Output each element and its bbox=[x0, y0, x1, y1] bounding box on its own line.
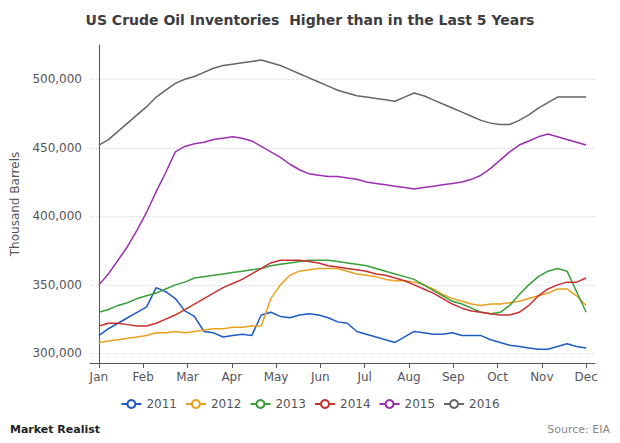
svg-text:May: May bbox=[264, 370, 289, 384]
svg-text:450,000: 450,000 bbox=[32, 141, 82, 155]
svg-text:Aug: Aug bbox=[397, 370, 420, 384]
svg-text:2015: 2015 bbox=[405, 397, 436, 411]
svg-text:2013: 2013 bbox=[275, 397, 306, 411]
svg-text:Oct: Oct bbox=[487, 370, 508, 384]
svg-text:300,000: 300,000 bbox=[32, 346, 82, 360]
svg-text:2012: 2012 bbox=[211, 397, 242, 411]
svg-text:US Crude Oil Inventories High: US Crude Oil Inventories Higher than in … bbox=[86, 12, 535, 28]
svg-text:Market Realist: Market Realist bbox=[10, 423, 100, 436]
svg-text:Apr: Apr bbox=[221, 370, 242, 384]
svg-text:400,000: 400,000 bbox=[32, 209, 82, 223]
svg-text:Sep: Sep bbox=[442, 370, 465, 384]
svg-text:Jan: Jan bbox=[89, 370, 109, 384]
svg-text:2011: 2011 bbox=[146, 397, 177, 411]
svg-text:Nov: Nov bbox=[530, 370, 553, 384]
svg-text:Jun: Jun bbox=[310, 370, 330, 384]
svg-text:Jul: Jul bbox=[356, 370, 371, 384]
svg-text:500,000: 500,000 bbox=[32, 72, 82, 86]
svg-text:2014: 2014 bbox=[340, 397, 371, 411]
svg-text:Feb: Feb bbox=[133, 370, 154, 384]
svg-text:350,000: 350,000 bbox=[32, 278, 82, 292]
svg-text:Source: EIA: Source: EIA bbox=[547, 423, 610, 436]
svg-text:2016: 2016 bbox=[469, 397, 500, 411]
svg-text:Dec: Dec bbox=[575, 370, 598, 384]
svg-text:Mar: Mar bbox=[176, 370, 199, 384]
svg-text:Thousand Barrels: Thousand Barrels bbox=[8, 152, 22, 257]
